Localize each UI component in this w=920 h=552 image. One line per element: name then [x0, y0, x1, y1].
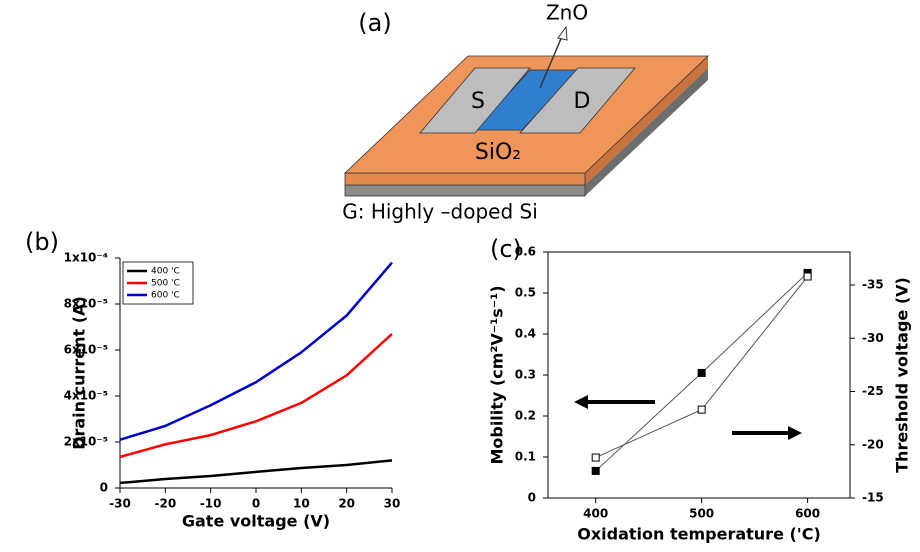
- y-tick-label: 0.1: [515, 450, 536, 464]
- mobility-arrow: [574, 395, 655, 409]
- marker: [592, 454, 599, 461]
- threshold-arrow: [732, 426, 802, 440]
- legend-label: 400 'C: [151, 267, 180, 277]
- x-axis-label: Oxidation temperature ('C): [577, 525, 821, 544]
- series-line: [596, 276, 808, 457]
- y2-tick-label: -20: [862, 437, 884, 451]
- y2-tick-label: -35: [862, 278, 884, 292]
- drain-label: D: [574, 89, 591, 114]
- panel-label: (b): [25, 228, 59, 256]
- x-tick-label: 500: [689, 507, 714, 521]
- page: (a) ZnO S D SiO₂ G: Highly –doped Si -30…: [0, 0, 920, 552]
- y-tick-label: 0.2: [515, 409, 536, 423]
- substrate-front: [345, 185, 585, 196]
- y-tick-label: 0: [100, 481, 108, 495]
- x-tick-label: -20: [154, 497, 176, 511]
- panel-label: (c): [490, 235, 522, 263]
- y-tick-label: 0.5: [515, 286, 536, 300]
- marker: [804, 273, 811, 280]
- y2-tick-label: -30: [862, 331, 884, 345]
- legend-label: 600 'C: [151, 291, 180, 301]
- zno-arrowhead: [558, 27, 567, 40]
- x-tick-label: 400: [583, 507, 608, 521]
- y-tick-label: 0.4: [515, 327, 536, 341]
- marker: [592, 467, 599, 474]
- y2-tick-label: -15: [862, 491, 884, 505]
- x-tick-label: 600: [795, 507, 820, 521]
- y-tick-label: 0.3: [515, 368, 536, 382]
- x-tick-label: -10: [200, 497, 222, 511]
- zno-label: ZnO: [546, 1, 588, 25]
- y-tick-label: 0: [528, 491, 536, 505]
- x-axis-label: Gate voltage (V): [182, 512, 330, 531]
- device-diagram: (a) ZnO S D SiO₂ G: Highly –doped Si: [342, 1, 708, 224]
- x-tick-label: 0: [252, 497, 260, 511]
- y-axis-label: Drain current (A): [70, 296, 89, 450]
- y2-axis-label: Threshold voltage (V): [893, 277, 912, 473]
- source-label: S: [471, 89, 485, 114]
- x-tick-label: 10: [293, 497, 310, 511]
- x-tick-label: 20: [338, 497, 355, 511]
- x-tick-label: -30: [109, 497, 131, 511]
- oxide-front: [345, 173, 585, 185]
- y2-tick-label: -25: [862, 384, 884, 398]
- series-line: [120, 460, 392, 483]
- gate-label: G: Highly –doped Si: [342, 200, 538, 224]
- y-tick-label: 1x10⁻⁴: [64, 251, 108, 265]
- marker: [698, 369, 705, 376]
- y-axis-label: Mobility (cm²V⁻¹s⁻¹): [488, 285, 507, 464]
- x-tick-label: 30: [384, 497, 401, 511]
- marker: [698, 406, 705, 413]
- legend-label: 500 'C: [151, 279, 180, 289]
- panel-label: (a): [358, 9, 391, 37]
- figure: (a) ZnO S D SiO₂ G: Highly –doped Si -30…: [0, 0, 920, 552]
- series-line: [120, 334, 392, 457]
- dielectric-label: SiO₂: [475, 140, 521, 165]
